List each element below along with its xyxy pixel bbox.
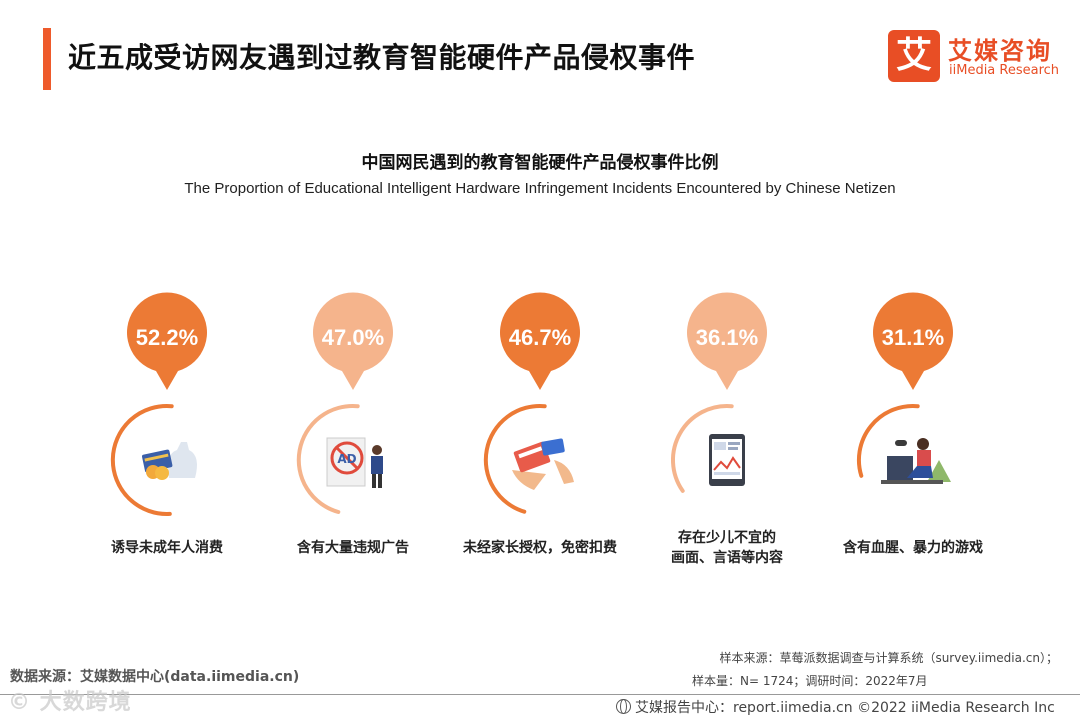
iimedia-logo: 艾 艾媒咨询 iiMedia Research bbox=[888, 30, 1063, 82]
footer-divider bbox=[0, 694, 1080, 695]
value-arc bbox=[296, 403, 360, 514]
data-label: 31.1% bbox=[882, 325, 944, 350]
data-label: 52.2% bbox=[136, 325, 198, 350]
card-payment-icon bbox=[512, 438, 574, 490]
category-label: 含有大量违规广告 bbox=[297, 539, 409, 556]
logo-name-cn: 艾媒咨询 bbox=[948, 37, 1052, 65]
no-ads-icon: AD bbox=[326, 437, 383, 488]
watermark: © 大数跨境 bbox=[8, 690, 132, 715]
page-title: 近五成受访网友遇到过教育智能硬件产品侵权事件 bbox=[68, 41, 696, 74]
chart-subtitle: The Proportion of Educational Intelligen… bbox=[184, 180, 896, 197]
value-bubble bbox=[873, 292, 954, 390]
svg-text:AD: AD bbox=[337, 452, 356, 466]
chart-item: 47.0% AD 含有大量违规广告 bbox=[296, 292, 409, 556]
proportion-chart: 52.2% 诱导未成年人消费 47.0% AD 含有大量违规广告 46.7% 未经家长授权，… bbox=[110, 292, 983, 566]
data-label: 36.1% bbox=[696, 325, 758, 350]
data-source: 数据来源：艾媒数据中心(data.iimedia.cn) bbox=[10, 669, 300, 685]
chart-item: 52.2% 诱导未成年人消费 bbox=[110, 292, 223, 556]
logo-mark: 艾 bbox=[888, 30, 940, 82]
category-label: 未经家长授权，免密扣费 bbox=[463, 539, 617, 556]
chart-item: 46.7% 未经家长授权，免密扣费 bbox=[463, 292, 617, 556]
data-label: 46.7% bbox=[509, 325, 571, 350]
category-label: 诱导未成年人消费 bbox=[111, 539, 223, 556]
chart-item: 31.1% 含有血腥、暴力的游戏 bbox=[843, 292, 983, 556]
logo-name-en: iiMedia Research bbox=[949, 63, 1060, 78]
value-arc bbox=[110, 403, 174, 516]
sample-source: 样本来源：草莓派数据调查与计算系统（survey.iimedia.cn）； bbox=[719, 651, 1058, 665]
category-label: 画面、言语等内容 bbox=[671, 549, 783, 566]
value-arc bbox=[856, 404, 920, 478]
value-arc bbox=[671, 404, 734, 493]
report-center: 艾媒报告中心：report.iimedia.cn ©2022 iiMedia R… bbox=[616, 697, 1055, 717]
value-arc bbox=[483, 403, 547, 514]
sample-info: 样本量：N= 1724；调研时间：2022年7月 bbox=[692, 674, 928, 688]
title-accent-bar bbox=[43, 28, 51, 90]
value-bubble bbox=[686, 292, 767, 390]
category-label: 存在少儿不宜的 bbox=[678, 529, 776, 546]
gaming-person-icon bbox=[881, 438, 951, 484]
report-center-text: 艾媒报告中心：report.iimedia.cn ©2022 iiMedia R… bbox=[635, 700, 1055, 716]
value-bubble bbox=[500, 292, 580, 390]
globe-icon bbox=[616, 699, 631, 714]
tablet-content-icon bbox=[709, 434, 745, 486]
money-bag-card-icon bbox=[142, 442, 197, 480]
value-bubble bbox=[313, 292, 394, 390]
category-label: 含有血腥、暴力的游戏 bbox=[843, 539, 983, 556]
data-label: 47.0% bbox=[322, 325, 384, 350]
value-bubble bbox=[127, 292, 208, 390]
chart-title: 中国网民遇到的教育智能硬件产品侵权事件比例 bbox=[361, 153, 719, 173]
